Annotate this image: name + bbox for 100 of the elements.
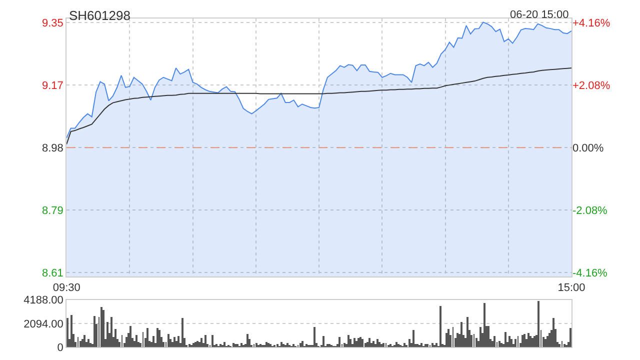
bar [240,342,243,347]
y2-tick-label: +4.16% [572,18,610,30]
bar [382,342,385,347]
chart-title: SH601298 [69,8,130,23]
bar [548,332,551,347]
bar [498,340,501,347]
bar [94,316,96,347]
bar [558,344,561,347]
bar [282,344,285,347]
bar [528,332,530,347]
annotation: 06-20 15:00 [510,9,569,21]
bar [102,310,105,347]
y2-tick-label: +2.08% [572,80,610,92]
bar [100,306,103,347]
bar [130,326,132,347]
bar [466,316,469,347]
bar [378,342,381,347]
bar [514,338,517,347]
bar [360,336,362,347]
y-tick-label: 9.35 [42,18,64,30]
bar [338,336,341,347]
bar [82,338,84,347]
x-tick-label: 09:30 [52,282,80,294]
bar [376,338,379,347]
bar [510,338,513,347]
bar [114,328,117,347]
bar [416,344,419,347]
bar [404,342,406,347]
bar [70,314,73,347]
bar [280,342,283,347]
bar [436,342,438,347]
bar [146,328,149,347]
bar [362,338,364,347]
bar [368,338,371,347]
bar [314,326,316,347]
bar [440,306,442,347]
bar [426,344,429,347]
y-tick-label: 8.61 [42,267,64,280]
bar [158,330,161,347]
bar [420,342,423,347]
bar [480,326,482,347]
bar [212,334,214,347]
bar [564,344,566,347]
bar [348,334,350,347]
bar [522,334,524,347]
y-tick-label: 8.79 [42,204,64,217]
bar [232,342,235,347]
bar [156,328,159,347]
bar [484,302,486,347]
bar [234,344,237,347]
bar [152,336,155,347]
bar [204,334,207,347]
bar [224,342,226,347]
bar [268,342,270,347]
bar [412,330,415,347]
bar [398,344,400,347]
bar [110,316,113,347]
bar [200,338,203,347]
bar [504,332,507,347]
bar [182,318,184,347]
bar [174,336,176,347]
y2-tick-label: 0.00% [572,142,604,154]
bar [192,342,195,347]
bar [354,338,356,347]
bar [372,340,375,347]
bar [178,336,180,347]
bar [198,342,201,347]
bar [538,300,540,347]
bar [530,336,532,347]
y-tick-label: 2094.00 [24,318,64,330]
bar [488,326,490,347]
bar [408,338,411,347]
bar [494,336,496,347]
bar [448,328,450,347]
bar [380,344,383,347]
y2-tick-label: -4.16% [572,267,608,280]
bar [322,336,325,347]
x-tick-label: 15:00 [558,282,586,294]
bar [366,342,369,347]
bar [446,332,448,347]
bar [246,334,249,347]
bar [358,338,360,347]
bar [460,322,463,347]
y-tick-label: 4188.00 [24,294,64,307]
bar [126,336,128,347]
bar [266,342,268,347]
bar [524,334,526,347]
bar [552,318,555,347]
bar [508,336,511,347]
y-tick-label: 8.98 [42,142,64,154]
bar [188,344,191,347]
bar [328,344,331,347]
bar [106,322,109,347]
bar [286,342,289,347]
bar [168,334,170,347]
y2-tick-label: -2.08% [572,204,608,217]
bar [432,342,434,347]
bar [396,342,398,347]
bar [546,336,549,347]
bar [476,338,478,347]
